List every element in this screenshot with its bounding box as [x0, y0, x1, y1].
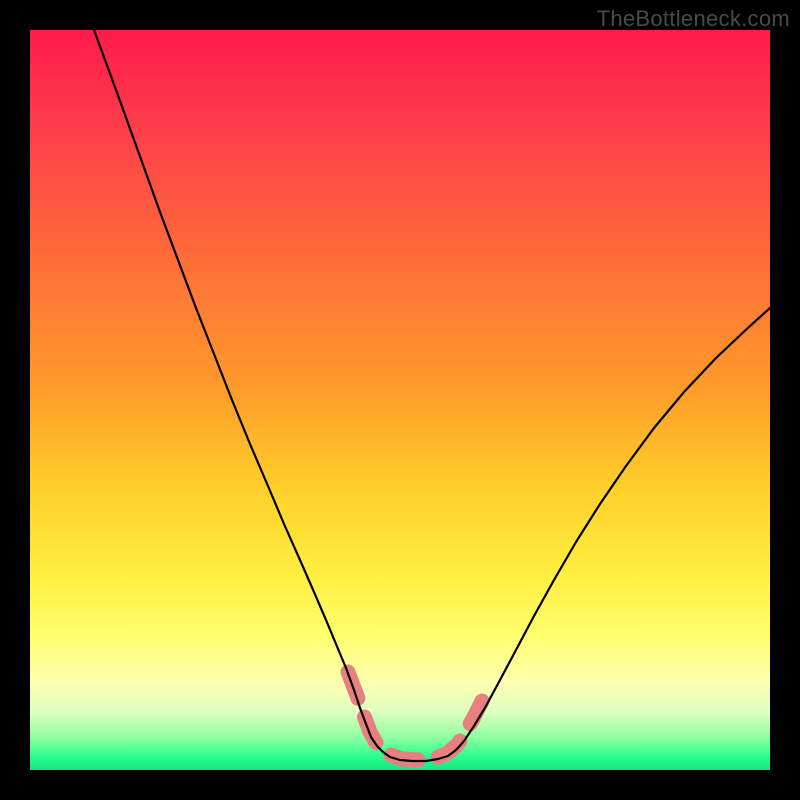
- bottleneck-chart: [0, 0, 800, 800]
- watermark-text: TheBottleneck.com: [597, 6, 790, 32]
- plot-background: [30, 30, 770, 770]
